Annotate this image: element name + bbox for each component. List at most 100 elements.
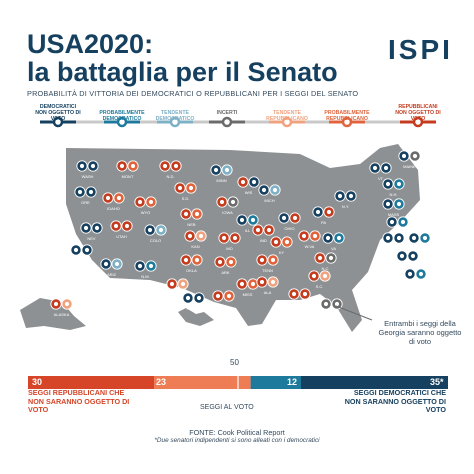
state-pin: ORE: [74, 186, 97, 205]
subtitle: PROBABILITÀ DI VITTORIA DEI DEMOCRATICI …: [27, 89, 359, 98]
seat-marker: [394, 199, 404, 209]
seat-marker: [335, 191, 345, 201]
seat-marker: [370, 163, 380, 173]
state-pin: N.D.: [159, 160, 182, 179]
scale-marker: [116, 116, 128, 128]
state-pin: TENN: [256, 254, 279, 273]
state-pin: ARIZ: [100, 258, 123, 277]
state-pin: ALA: [256, 276, 279, 295]
seat-marker: [224, 291, 234, 301]
seat-marker: [194, 293, 204, 303]
bar-dem-voto-value: 12: [287, 377, 298, 387]
state-pin: MONT: [116, 160, 139, 179]
state-label: ORE: [81, 200, 90, 205]
state-label: MASS: [388, 212, 400, 217]
state-pin: MAINE: [398, 150, 421, 169]
state-label: VA: [331, 246, 336, 251]
state-pin: KAN: [184, 230, 207, 249]
state-label: N.C.: [322, 266, 330, 271]
seat-marker: [81, 223, 91, 233]
hawaii-shape: [178, 308, 214, 326]
seat-marker: [117, 161, 127, 171]
usa-map: WASH MONT N.D. MINN WIS MICH VT N.H. MAINE ORE IDA…: [20, 144, 431, 332]
footnote: *Due senatori indipendenti si sono allea…: [154, 437, 320, 444]
state-pin: HAWAII: [182, 292, 205, 311]
state-pin: OKLA: [180, 254, 203, 273]
seat-marker: [321, 299, 331, 309]
state-pin: PA: [312, 206, 335, 225]
seat-marker: [238, 177, 248, 187]
seat-marker: [112, 259, 122, 269]
seat-marker: [128, 161, 138, 171]
seat-marker: [383, 233, 393, 243]
state-label: ILL: [245, 228, 251, 233]
seat-marker: [257, 277, 267, 287]
state-pin: DEL: [408, 232, 431, 251]
state-pin: MD: [396, 250, 419, 269]
state-pin: MASS: [382, 198, 405, 217]
seat-marker: [299, 231, 309, 241]
state-label: CALIF: [76, 258, 88, 263]
state-label: N.J.: [412, 282, 419, 287]
seat-marker: [215, 257, 225, 267]
seat-marker: [309, 271, 319, 281]
seat-marker: [416, 269, 426, 279]
state-pin: VA: [322, 232, 345, 251]
state-pin: N.H.: [382, 178, 405, 197]
state-label: TEXAS: [171, 292, 184, 297]
seat-marker: [398, 217, 408, 227]
georgia-leader-line: [335, 305, 373, 321]
seat-marker: [75, 187, 85, 197]
title-line-2: la battaglia per il Senato: [27, 57, 338, 87]
seat-marker: [111, 221, 121, 231]
seat-marker: [326, 253, 336, 263]
state-pin: ARK: [214, 256, 237, 275]
state-pin: KY: [270, 236, 293, 255]
seat-marker: [387, 217, 397, 227]
seat-marker: [135, 261, 145, 271]
scale-marker: [412, 116, 424, 128]
seat-marker: [62, 299, 72, 309]
state-label: W.VA: [305, 244, 315, 249]
seat-marker: [167, 279, 177, 289]
state-label: TENN: [262, 268, 273, 273]
state-label: S.D.: [182, 196, 190, 201]
state-pin: MO: [218, 232, 241, 251]
seat-marker: [259, 185, 269, 195]
bar-dem-voto: [250, 376, 301, 389]
seat-marker: [103, 193, 113, 203]
seat-marker: [290, 213, 300, 223]
state-pin: LA: [212, 290, 235, 309]
probability-scale-line: [40, 116, 436, 128]
seat-marker: [192, 255, 202, 265]
state-pin: OHIO: [278, 212, 301, 231]
state-pin: UTAH: [110, 220, 133, 239]
seat-marker: [122, 221, 132, 231]
seat-marker: [226, 257, 236, 267]
source: FONTE: Cook Political Report: [189, 428, 285, 437]
seat-marker: [156, 225, 166, 235]
seat-marker: [77, 161, 87, 171]
state-label: IOWA: [222, 210, 233, 215]
seat-marker: [185, 231, 195, 241]
state-label: MAINE: [403, 164, 416, 169]
state-pin: WYO: [134, 196, 157, 215]
state-pin: ILL: [236, 214, 259, 233]
seat-marker: [268, 255, 278, 265]
seat-marker: [219, 233, 229, 243]
seat-marker: [264, 225, 274, 235]
seat-marker: [405, 269, 415, 279]
seat-marker: [420, 233, 430, 243]
state-label: WASH: [82, 174, 94, 179]
state-label: ALA: [264, 290, 272, 295]
scale-label: PROBABILMENTE DEMOCRATICO: [99, 110, 145, 122]
bar-dem-non-voto: [301, 376, 448, 389]
scale-label: TENDENTE DEMOCRATICO: [155, 110, 195, 122]
seat-marker: [237, 279, 247, 289]
probability-scale: DEMOCRATICI NON OGGETTO DI VOTO PROBABILM…: [0, 100, 474, 140]
state-label: IND: [260, 238, 267, 243]
seat-marker: [346, 191, 356, 201]
state-pin: NEV: [80, 222, 103, 241]
state-label: MO: [226, 246, 232, 251]
state-pin: CALIF: [70, 244, 93, 263]
